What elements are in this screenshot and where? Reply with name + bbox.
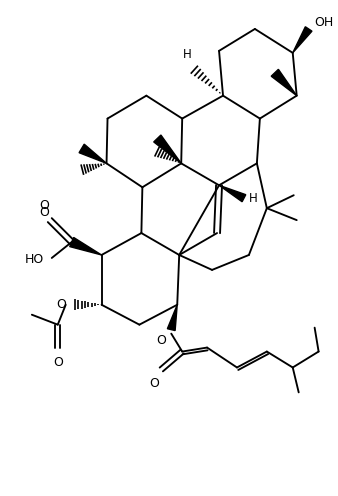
Polygon shape xyxy=(293,27,312,53)
Text: O: O xyxy=(39,199,49,212)
Text: HO: HO xyxy=(25,253,44,266)
Polygon shape xyxy=(79,144,106,163)
Text: O: O xyxy=(53,356,63,369)
Text: H: H xyxy=(249,192,258,205)
Text: O: O xyxy=(39,206,49,219)
Polygon shape xyxy=(219,186,246,202)
Polygon shape xyxy=(154,135,181,163)
Text: OH: OH xyxy=(315,16,334,29)
Text: H: H xyxy=(183,48,192,61)
Polygon shape xyxy=(167,305,177,330)
Text: O: O xyxy=(156,334,166,347)
Polygon shape xyxy=(70,238,101,255)
Text: O: O xyxy=(56,298,66,311)
Polygon shape xyxy=(271,69,297,96)
Text: O: O xyxy=(149,377,159,390)
